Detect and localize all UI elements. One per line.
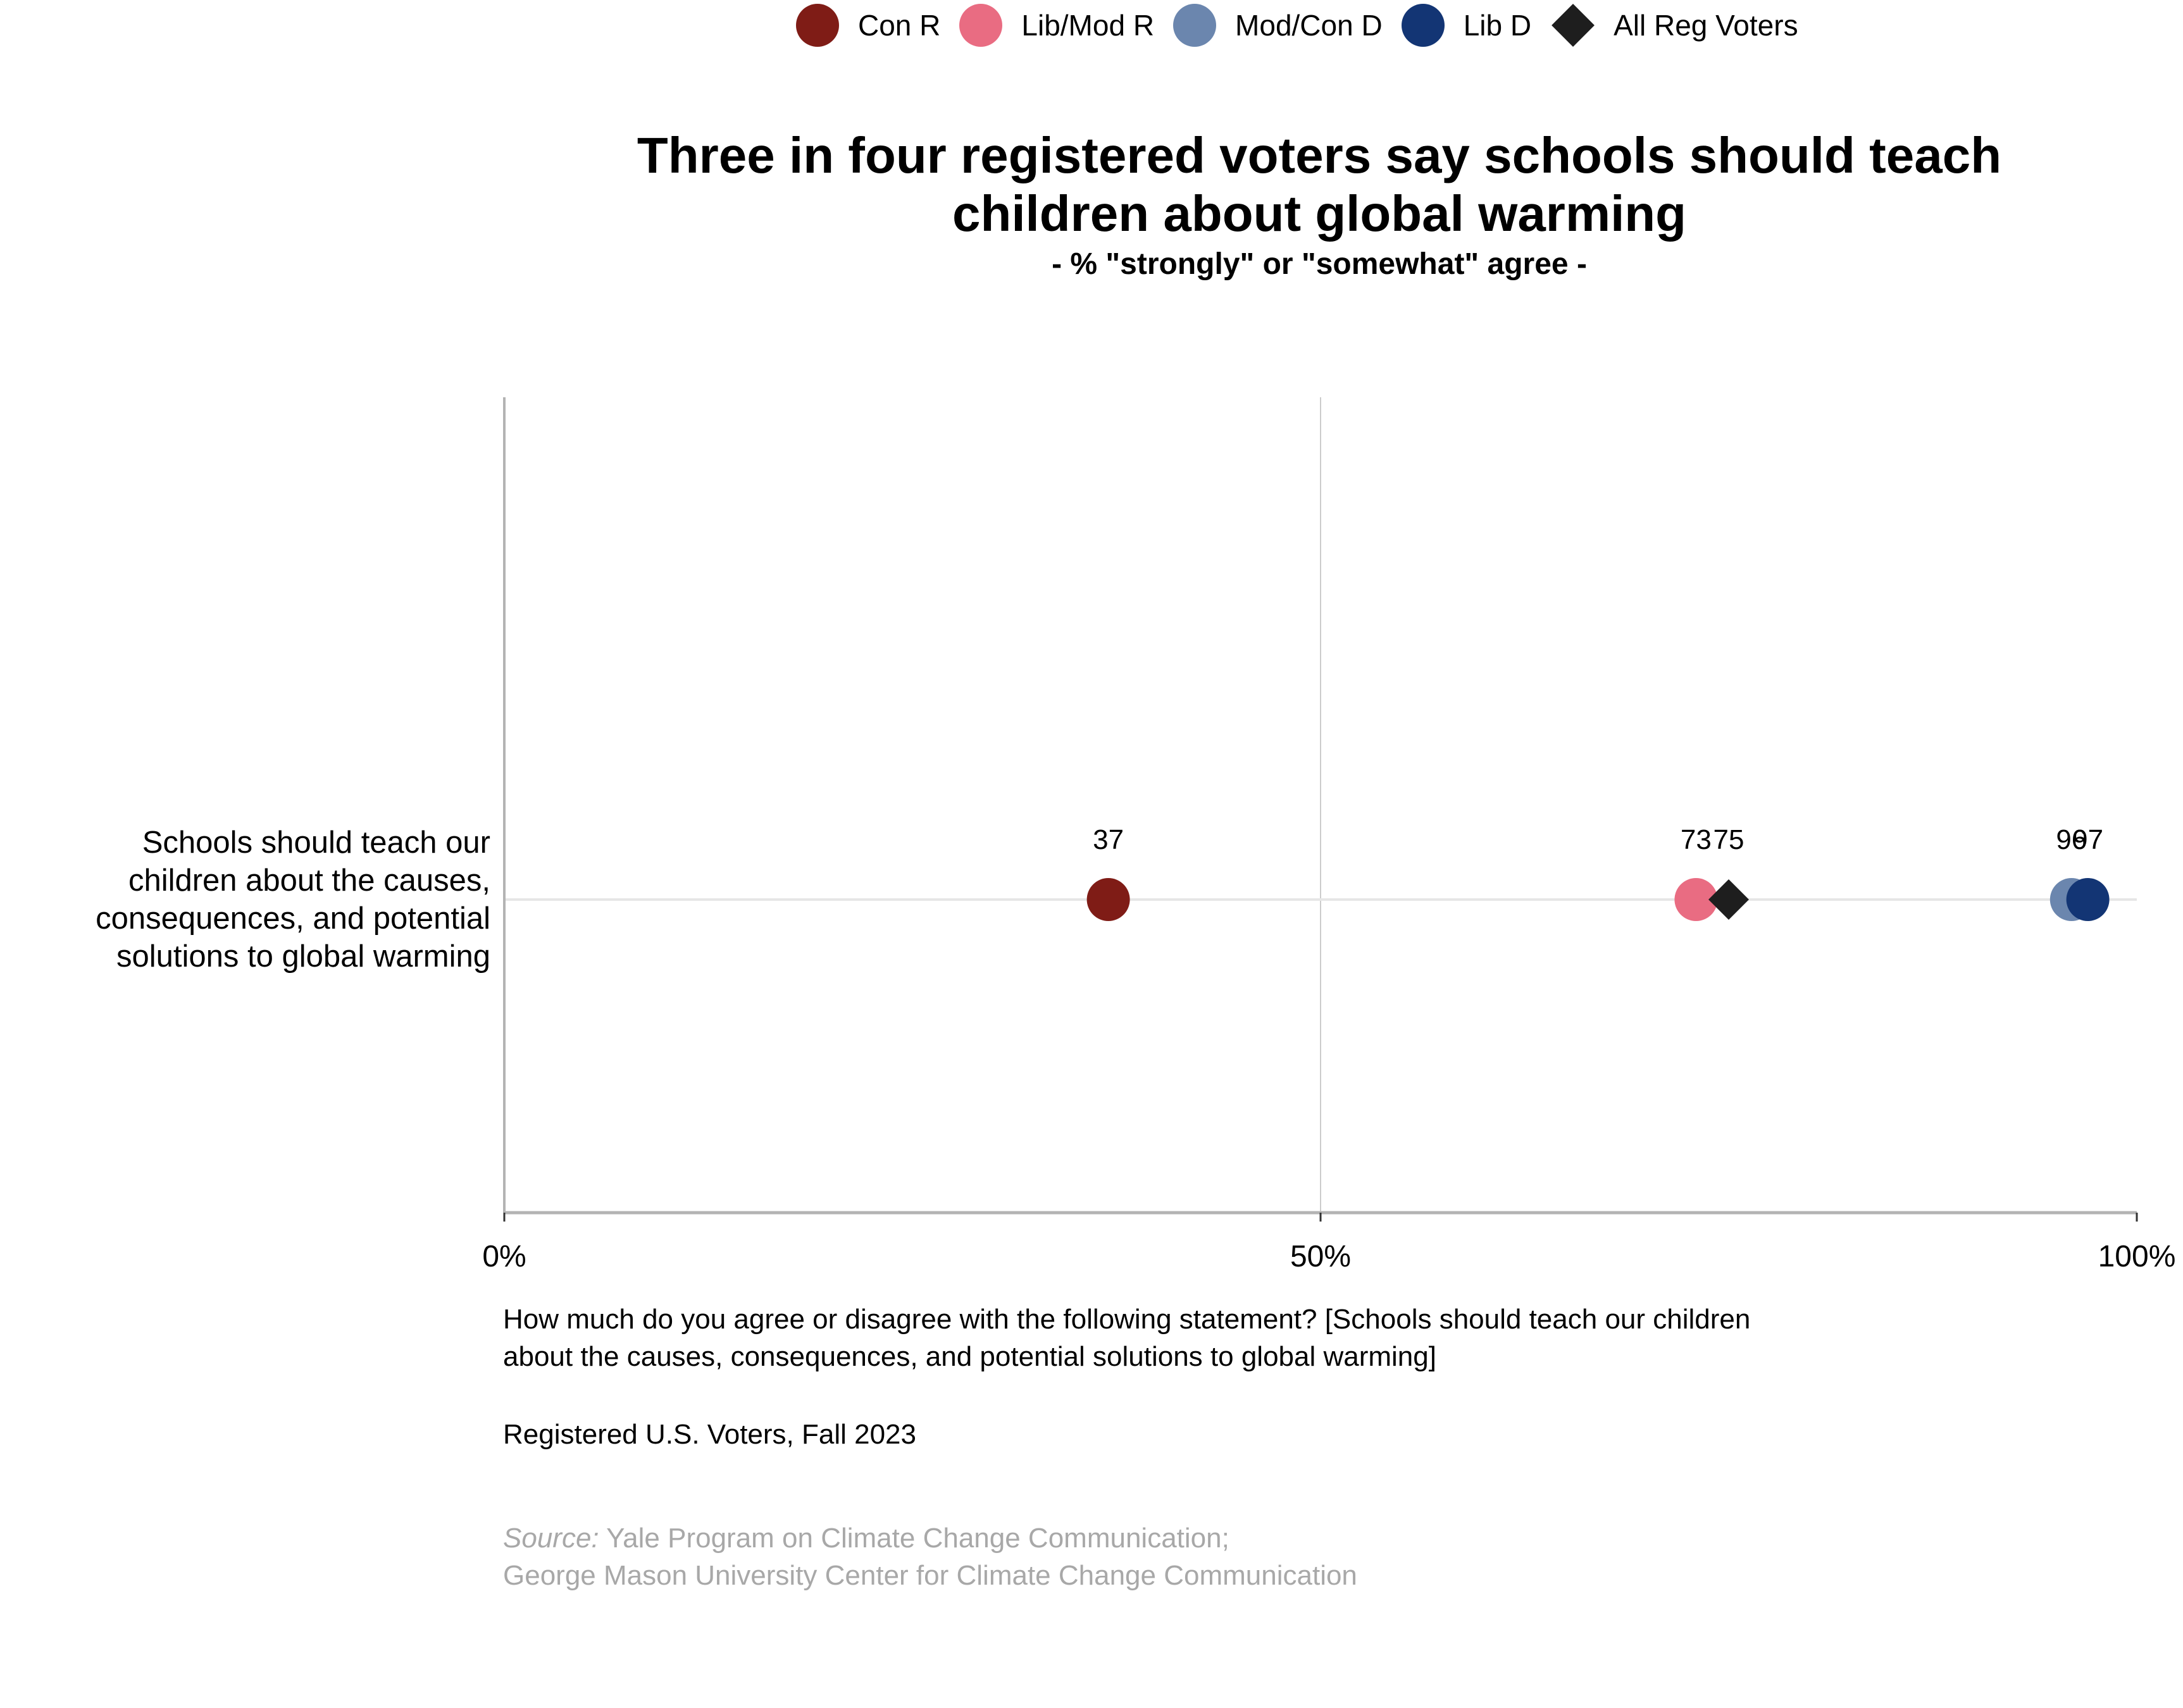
marker-all-reg-voters [1708,879,1749,920]
chart-title: Three in four registered voters say scho… [503,127,2136,243]
question-line: How much do you agree or disagree with t… [503,1304,1751,1335]
data-label-con-r: 37 [1093,824,1124,855]
legend-item-con-r: Con R [796,4,940,47]
legend-label: Con R [858,9,941,42]
legend-circle-icon [959,4,1003,47]
legend-item-all-reg-voters: All Reg Voters [1550,4,1798,47]
question-line: about the causes, consequences, and pote… [503,1341,1436,1372]
category-label-line: Schools should teach our [142,826,490,860]
marker-con-r [1086,878,1130,921]
data-label-mod-con-d: 96 [2056,824,2087,855]
question-text: How much do you agree or disagree with t… [503,1301,2022,1375]
category-label-line: consequences, and potential [96,901,490,936]
category-label-line: children about the causes, [128,863,490,898]
legend-item-lib-mod-r: Lib/Mod R [959,4,1154,47]
legend-item-mod-con-d: Mod/Con D [1173,4,1383,47]
legend-label: Mod/Con D [1235,9,1383,42]
x-tick-label: 50% [1290,1240,1351,1273]
chart-subtitle: - % "strongly" or "somewhat" agree - [1052,247,1587,281]
category-label: Schools should teach our children about … [0,824,490,975]
chart-title-line-1: Three in four registered voters say scho… [637,127,2002,183]
legend-item-lib-d: Lib D [1401,4,1532,47]
source-line-1: Yale Program on Climate Change Communica… [599,1523,1229,1554]
source-line-2: George Mason University Center for Clima… [503,1560,1357,1591]
data-label-lib-mod-r: 73 [1681,824,1712,855]
legend-label: Lib D [1463,9,1532,42]
category-label-line: solutions to global warming [116,939,490,974]
legend-label: All Reg Voters [1614,9,1798,42]
source-label: Source: [503,1523,599,1554]
x-tick-label: 100% [2098,1240,2176,1273]
x-tick-label: 0% [482,1240,526,1273]
marker-lib-mod-r [1674,878,1718,921]
legend-label: Lib/Mod R [1021,9,1155,42]
chart-title-line-2: children about global warming [952,185,1687,242]
legend: Con R Lib/Mod R Mod/Con D Lib D All Reg … [796,0,1817,51]
legend-circle-icon [1401,4,1445,47]
data-label-lib-d: 97 [2072,824,2103,855]
marker-lib-d [2066,878,2110,921]
source-note: Source: Yale Program on Climate Change C… [503,1519,1357,1594]
data-label-all-reg-voters: 75 [1713,824,1745,855]
population-note: Registered U.S. Voters, Fall 2023 [503,1419,916,1450]
legend-circle-icon [796,4,839,47]
legend-circle-icon [1173,4,1217,47]
